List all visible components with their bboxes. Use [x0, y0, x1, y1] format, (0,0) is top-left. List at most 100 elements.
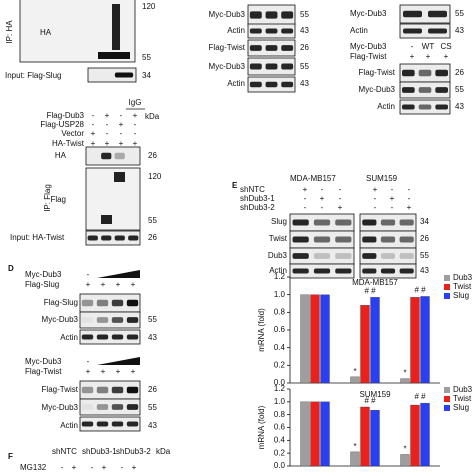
band	[112, 4, 120, 50]
band	[81, 404, 94, 410]
legend-label: Dub3	[453, 385, 473, 394]
legend-label: Slug	[453, 403, 469, 412]
label: IgG	[129, 98, 142, 107]
band	[81, 317, 94, 323]
lane-sign: -	[408, 194, 411, 203]
band	[111, 299, 124, 307]
lane-sign: +	[86, 367, 91, 376]
lane-sign: +	[410, 52, 415, 61]
lane-sign: WT	[422, 42, 435, 51]
lane-sign: +	[320, 194, 325, 203]
band	[81, 421, 94, 427]
band	[292, 268, 309, 274]
band	[98, 52, 130, 59]
bar	[300, 294, 310, 384]
lane-sign: -	[321, 203, 324, 212]
band	[418, 69, 432, 77]
band	[249, 11, 262, 19]
band	[265, 63, 278, 70]
band	[126, 299, 139, 307]
treatment-label: Myc-Dub3	[25, 270, 62, 279]
bar	[420, 402, 430, 467]
band	[428, 10, 447, 18]
y-tick-label: 0.2	[274, 448, 286, 457]
label: 34	[142, 71, 151, 80]
band	[126, 386, 139, 394]
label: SUM159	[366, 174, 398, 183]
band	[435, 104, 448, 110]
treatment-label: MG132	[20, 463, 47, 472]
bar	[370, 410, 380, 467]
label: Actin	[60, 333, 78, 342]
label: 26	[420, 234, 429, 243]
lane-sign: +	[119, 139, 124, 148]
lane-sign: +	[91, 129, 96, 138]
band	[96, 299, 109, 307]
y-tick-label: 1.0	[274, 290, 286, 299]
label: Flag-Twist	[42, 385, 79, 394]
label: HA	[55, 151, 67, 160]
bar	[370, 297, 380, 384]
band	[87, 235, 98, 241]
y-tick-label: 0.6	[274, 325, 286, 334]
label: Actin	[350, 26, 368, 35]
lane-sign: +	[132, 463, 137, 472]
label: Flag	[50, 195, 66, 204]
y-tick-label: 1.0	[274, 397, 286, 406]
label: Twist	[269, 234, 288, 243]
lane-sign: +	[91, 139, 96, 148]
lane-sign: +	[105, 139, 110, 148]
y-tick-label: 1.2	[274, 272, 286, 281]
band	[435, 69, 448, 77]
lane-sign: -	[304, 194, 307, 203]
label: 55	[148, 216, 157, 225]
band	[81, 299, 94, 307]
band	[428, 28, 447, 34]
lane-sign: +	[72, 463, 77, 472]
bar	[410, 404, 420, 467]
lane-sign: +	[86, 280, 91, 289]
band	[126, 334, 139, 340]
band	[313, 236, 331, 243]
treatment-label: Flag-Slug	[25, 280, 59, 289]
annotation: # #	[364, 286, 376, 295]
legend-label: Slug	[453, 291, 469, 300]
panel-letter: F	[8, 452, 13, 461]
label: Flag-Twist	[359, 68, 396, 77]
band	[281, 11, 294, 19]
bar	[360, 406, 370, 467]
label: 55	[300, 10, 309, 19]
treatment-label: Myc-Dub3	[350, 42, 387, 51]
label: 26	[455, 68, 464, 77]
label: Dub3	[268, 251, 288, 260]
bar	[320, 401, 330, 467]
lane-sign: +	[101, 280, 106, 289]
panel-letter: E	[232, 181, 238, 190]
lane-sign: -	[321, 185, 324, 194]
label: 55	[148, 315, 157, 324]
lane-sign: +	[116, 280, 121, 289]
blot	[79, 398, 141, 416]
band	[111, 317, 124, 323]
lane-sign: CS	[440, 42, 451, 51]
treatment-label: Myc-Dub3	[25, 357, 62, 366]
band	[402, 69, 415, 77]
legend-label: Twist	[453, 282, 472, 291]
band	[402, 104, 415, 110]
y-axis-label: mRNA (fold)	[257, 308, 266, 352]
band	[362, 253, 377, 259]
lane-sign: +	[444, 52, 449, 61]
band	[114, 152, 125, 160]
lane-sign: -	[106, 129, 109, 138]
lane-sign: -	[134, 120, 137, 129]
label: 26	[148, 385, 157, 394]
lane-sign: -	[339, 185, 342, 194]
band	[362, 219, 377, 226]
band	[101, 215, 112, 224]
lane-sign: -	[120, 111, 123, 120]
band	[249, 28, 262, 34]
label: 55	[142, 53, 151, 62]
band	[281, 28, 294, 34]
